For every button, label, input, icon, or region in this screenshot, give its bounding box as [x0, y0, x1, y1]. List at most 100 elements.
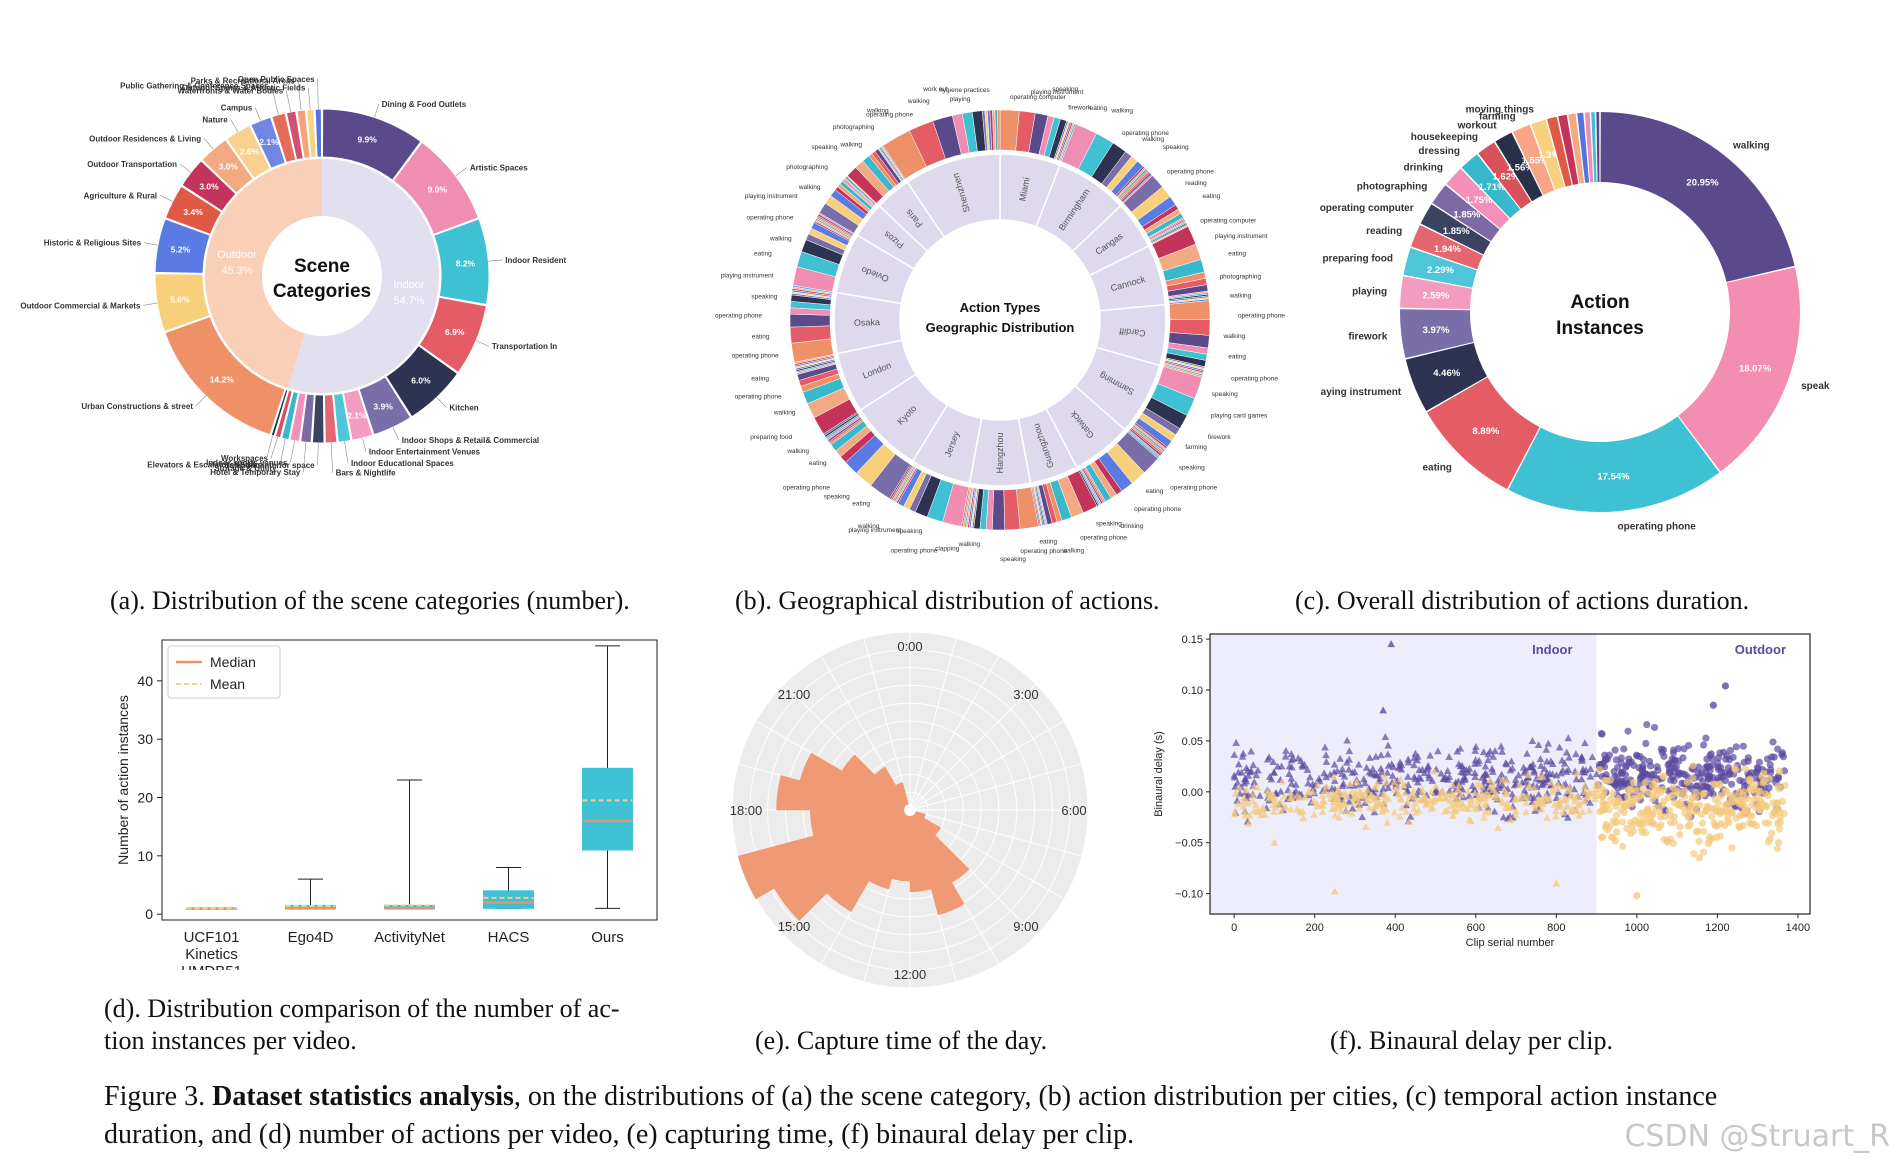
slice: [1403, 247, 1477, 288]
scatter-point: [1331, 811, 1339, 819]
scatter-point: [1382, 805, 1391, 813]
scatter-point: [1296, 808, 1305, 816]
scatter-point: [1404, 772, 1412, 780]
scatter-point: [1439, 775, 1447, 783]
action-label: operating phone: [1170, 484, 1217, 491]
scatter-point: [1287, 794, 1296, 802]
scatter-point: [1741, 806, 1749, 815]
scatter-point: [1318, 808, 1327, 816]
slice: [1558, 114, 1579, 185]
scatter-point: [1598, 730, 1606, 738]
action-label: farming: [1185, 444, 1207, 451]
scatter-point: [1618, 782, 1626, 790]
scatter-point: [1572, 775, 1581, 783]
leader-line: [143, 302, 158, 306]
y-tick-label: 0.00: [1182, 787, 1203, 799]
slice-name-label: Parks & Recreational Areas: [191, 77, 296, 86]
legend-median-label: Median: [210, 654, 256, 670]
slice: [1495, 132, 1543, 202]
scatter-point: [1502, 790, 1511, 798]
scatter-point: [1555, 743, 1564, 751]
x-tick-label: 200: [1306, 922, 1324, 934]
scatter-point: [1344, 765, 1353, 773]
slice: [1547, 116, 1572, 187]
scatter-point: [1239, 797, 1248, 805]
scatter-point: [1443, 806, 1452, 814]
scatter-point: [1523, 749, 1531, 757]
scatter-point: [1294, 754, 1303, 762]
city-label: Miami: [1017, 177, 1031, 202]
slice-name-label: Open Public Spaces: [238, 75, 315, 84]
scatter-point: [1755, 758, 1763, 766]
scatter-point: [1658, 801, 1666, 809]
slice: [1400, 309, 1474, 359]
caption-b: (b). Geographical distribution of action…: [735, 586, 1160, 615]
slice-value-label: 18.07%: [1739, 363, 1772, 374]
scatter-point: [1253, 783, 1262, 791]
scatter-point: [1315, 774, 1323, 782]
chart-c-action-instances: Action Instances 20.95% walking 18.07% speak 1…: [1312, 80, 1890, 570]
scatter-point: [1686, 820, 1694, 828]
scatter-point: [1234, 760, 1243, 768]
scatter-point: [1338, 765, 1347, 773]
scatter-point: [1552, 806, 1560, 814]
scatter-point: [1361, 790, 1370, 798]
scatter-point: [1545, 794, 1554, 802]
scatter-point: [1384, 750, 1392, 758]
scatter-point: [1491, 747, 1499, 755]
inner-label-indoor: Indoor: [393, 279, 425, 291]
scatter-point: [1370, 794, 1379, 802]
scatter-point: [1349, 781, 1358, 789]
slice-value-label: 17.54%: [1597, 471, 1630, 482]
scatter-point: [1422, 800, 1431, 808]
scatter-point: [1728, 844, 1736, 852]
scatter-point: [1455, 781, 1463, 789]
y-tick-label: 30: [137, 731, 153, 747]
city-label: Hangzhou: [995, 432, 1005, 473]
scatter-point: [1683, 778, 1692, 786]
scatter-point: [1632, 786, 1640, 795]
slice-name-label: Dining & Food Outlets: [382, 100, 467, 109]
scatter-point: [1514, 771, 1523, 779]
scatter-point: [1646, 762, 1655, 770]
slice-name-label: Indoor Shops & Retail& Commercial: [402, 436, 539, 445]
scatter-point: [1621, 802, 1629, 810]
slice-value-label: 5.2%: [171, 244, 191, 254]
scatter-point: [1695, 853, 1703, 862]
y-tick-label: 20: [137, 790, 153, 806]
scatter-point: [1498, 796, 1506, 804]
scatter-point: [1269, 800, 1278, 808]
scatter-point: [1329, 789, 1337, 797]
scatter-point: [1445, 752, 1453, 760]
scatter-point: [1276, 787, 1285, 795]
angular-tick-label: 9:00: [1013, 919, 1038, 934]
scatter-point: [1718, 772, 1726, 781]
scatter-point: [1348, 768, 1357, 776]
scatter-point: [1372, 779, 1381, 787]
figure-caption-rest: , on the distributions of (a) the scene …: [104, 1081, 1718, 1150]
scatter-point: [1717, 792, 1725, 800]
scatter-point: [1588, 753, 1597, 761]
chart-f-binaural-scatter: Indoor Outdoor 0 200 400 600 800 1000 1200 1400 −0…: [1150, 626, 1830, 976]
scatter-point: [1699, 848, 1708, 856]
scatter-point: [1322, 751, 1330, 759]
polar-grid-spoke: [909, 809, 1083, 857]
slice: [1411, 224, 1483, 270]
scatter-point: [1573, 769, 1581, 777]
action-label: eating: [852, 500, 870, 507]
scatter-point: [1613, 773, 1622, 781]
scatter-point: [1721, 787, 1729, 795]
scatter-point: [1774, 799, 1782, 807]
scatter-point: [1552, 771, 1561, 779]
scatter-point: [1426, 751, 1434, 759]
scatter-point: [1778, 750, 1786, 759]
scatter-point: [1647, 771, 1656, 779]
scatter-point: [1639, 816, 1648, 824]
action-label: eating: [1203, 193, 1221, 200]
action-label: eating: [1039, 539, 1057, 546]
scatter-point: [1390, 778, 1399, 786]
scatter-point: [1781, 781, 1789, 790]
action-label: eating: [751, 375, 769, 382]
slice-value-label: 1.62%: [1493, 171, 1520, 182]
scatter-point: [1355, 798, 1363, 806]
